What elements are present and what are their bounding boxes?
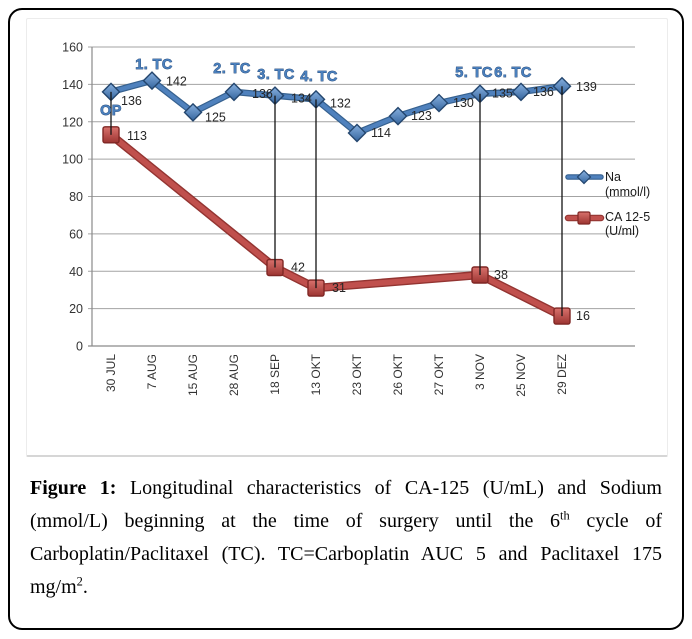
y-tick-label: 80 (69, 190, 83, 204)
figure-caption-text-3: . (82, 576, 88, 598)
x-tick-label: 27 OKT (432, 353, 446, 395)
treatment-annotation: 1. TC (135, 57, 173, 73)
ca125-data-label: 38 (494, 268, 508, 282)
ca125-data-label: 16 (576, 309, 590, 323)
x-tick-label: 7 AUG (145, 354, 159, 389)
na-data-label: 142 (166, 75, 187, 89)
x-tick-label: 30 JUL (104, 354, 118, 392)
x-tick-label: 25 NOV (514, 354, 528, 397)
na-data-label: 136 (121, 94, 142, 108)
treatment-annotation: 3. TC (257, 67, 295, 83)
legend-label-line1: Na (605, 170, 621, 184)
chart-image: 0 20 40 60 80 100 120 140 160 30 JUL 7 AUG 15 AUG 28… (26, 18, 668, 457)
x-tick-label: 15 AUG (186, 354, 200, 396)
y-tick-label: 100 (62, 153, 83, 167)
na-data-label: 135 (492, 87, 513, 101)
ca125-data-label: 42 (291, 261, 305, 275)
na-data-label: 125 (205, 110, 226, 124)
figure-caption-sup-2: 2 (76, 574, 83, 589)
legend-diamond-marker (576, 169, 592, 185)
na-diamond-marker (511, 82, 531, 102)
na-data-label: 134 (291, 92, 312, 106)
treatment-annotation: 5. TC (455, 65, 493, 81)
figure-caption: Figure 1: Longitudinal characteristics o… (30, 472, 662, 604)
y-tick-label: 60 (69, 227, 83, 241)
y-tick-label: 120 (62, 115, 83, 129)
na-data-label: 136 (252, 87, 273, 101)
gridlines (88, 46, 635, 347)
ca125-data-label: 113 (127, 129, 147, 143)
treatment-annotation: 2. TC (213, 61, 251, 77)
x-tick-label: 18 SEP (268, 354, 282, 395)
legend-item: CA 12-5(U/ml) (564, 210, 650, 238)
na-data-label: 132 (330, 96, 351, 110)
legend-label-line1: CA 12-5 (605, 210, 650, 224)
legend: Na(mmol/l) CA 12-5(U/ml) (564, 169, 650, 238)
figure-caption-text-2: cycle of Carboplatin/Paclitaxel (TC). TC… (30, 510, 662, 598)
na-diamond-marker (183, 102, 203, 122)
figure-caption-sup-th: th (560, 508, 570, 523)
figure-panel: 0 20 40 60 80 100 120 140 160 30 JUL 7 AUG 15 AUG 28… (8, 8, 684, 630)
legend-item: Na(mmol/l) (565, 169, 650, 199)
figure-caption-text-1: Longitudinal characteristics of CA-125 (… (30, 477, 662, 532)
y-tick-label: 20 (69, 302, 83, 316)
legend-label-line2: (mmol/l) (605, 185, 650, 199)
x-tick-label: 3 NOV (473, 354, 487, 390)
ca125-data-label: 31 (332, 281, 346, 295)
x-tick-label: 28 AUG (227, 354, 241, 396)
na-diamond-marker (388, 106, 408, 126)
y-tick-label: 160 (62, 41, 83, 55)
na-diamond-marker (347, 123, 367, 143)
figure-caption-label: Figure 1: (30, 477, 117, 499)
treatment-annotation: OP (100, 103, 122, 119)
na-diamond-marker (224, 82, 244, 102)
y-tick-label: 140 (62, 78, 83, 92)
x-tick-label: 23 OKT (350, 353, 364, 395)
legend-square-marker (577, 211, 591, 225)
na-data-label: 123 (411, 109, 432, 123)
treatment-annotation: 4. TC (300, 69, 338, 85)
na-data-label: 136 (533, 85, 554, 99)
treatment-annotation: 6. TC (494, 65, 532, 81)
y-axis-tick-labels: 0 20 40 60 80 100 120 140 160 (62, 41, 83, 354)
treatment-annotations: OP 1. TC 2. TC 3. TC 4. TC 5. TC 6. TC (100, 57, 532, 120)
x-axis-tick-labels: 30 JUL 7 AUG 15 AUG 28 AUG 18 SEP 13 OKT 23 OK… (104, 353, 569, 396)
y-tick-label: 40 (69, 265, 83, 279)
na-diamond-marker (142, 71, 162, 91)
legend-label-line2: (U/ml) (605, 224, 639, 238)
na-diamond-marker (429, 93, 449, 113)
na-data-label: 114 (371, 126, 391, 140)
x-tick-label: 29 DEZ (555, 354, 569, 395)
na-data-labels: 136 142 125 136 134 132 114 123 130 135 136 139 (121, 75, 597, 140)
na-ca-connector-lines (110, 86, 563, 317)
na-data-label: 130 (453, 96, 474, 110)
na-ca125-line-chart: 0 20 40 60 80 100 120 140 160 30 JUL 7 AUG 15 AUG 28… (62, 41, 650, 397)
y-tick-label: 0 (76, 340, 83, 354)
ca125-data-labels: 113 42 31 38 16 (127, 129, 590, 323)
x-tick-label: 13 OKT (309, 353, 323, 395)
na-data-label: 139 (576, 80, 597, 94)
x-tick-label: 26 OKT (391, 353, 405, 395)
